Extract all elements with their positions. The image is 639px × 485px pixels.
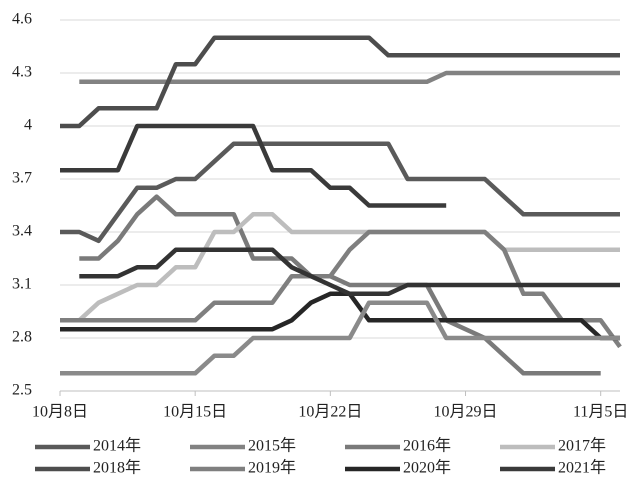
- x-tick-label: 10月8日: [32, 404, 88, 421]
- x-tick-label: 11月5日: [573, 404, 628, 421]
- legend-label: 2017年: [558, 437, 606, 455]
- y-tick-label: 4.6: [12, 11, 32, 28]
- series-line: [60, 123, 447, 208]
- legend-label: 2020年: [403, 459, 451, 477]
- series-line: [60, 35, 620, 129]
- y-tick-label: 3.7: [12, 170, 32, 187]
- series-line: [60, 212, 620, 323]
- x-tick-label: 10月22日: [298, 404, 362, 421]
- legend-label: 2014年: [93, 437, 141, 455]
- y-tick-label: 2.8: [12, 329, 32, 346]
- series-line: [79, 194, 601, 376]
- legend-label: 2016年: [403, 437, 451, 455]
- legend-label: 2021年: [558, 459, 606, 477]
- series-line: [60, 141, 620, 244]
- y-tick-label: 4.3: [12, 64, 32, 81]
- series-line: [60, 229, 622, 349]
- legend-label: 2018年: [93, 459, 141, 477]
- y-tick-label: 3.1: [12, 276, 32, 293]
- y-tick-label: 2.5: [12, 382, 32, 399]
- legend-label: 2019年: [248, 459, 296, 477]
- series-line: [79, 70, 620, 85]
- legend-label: 2015年: [248, 437, 296, 455]
- y-tick-label: 4: [24, 117, 32, 134]
- x-tick-label: 10月15日: [163, 404, 227, 421]
- y-tick-label: 3.4: [12, 223, 32, 240]
- series-line: [60, 291, 620, 341]
- series-line: [60, 300, 620, 376]
- x-tick-label: 10月29日: [434, 404, 498, 421]
- series-line: [79, 247, 620, 297]
